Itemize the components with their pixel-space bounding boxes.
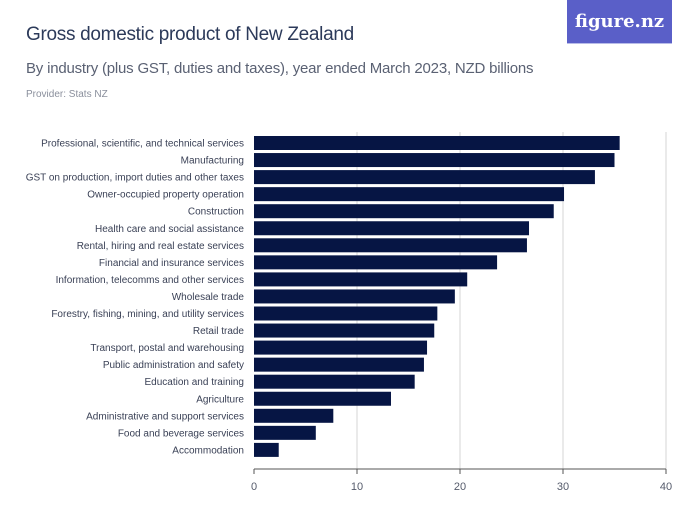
category-label: Manufacturing [181,156,244,167]
category-label: Financial and insurance services [99,258,244,269]
bar [254,255,498,270]
bar [254,136,620,150]
category-label: Professional, scientific, and technical … [41,139,244,150]
bar [254,442,279,457]
bar [254,187,565,202]
chart-title: Gross domestic product of New Zealand [26,24,354,45]
bar [254,170,595,185]
category-labels: Professional, scientific, and technical … [26,139,245,457]
bar [254,306,438,321]
category-label: GST on production, import duties and oth… [26,173,244,184]
category-label: Education and training [144,377,244,388]
x-tick-label: 40 [660,481,672,493]
category-label: Public administration and safety [103,360,244,371]
bar [254,391,391,406]
bars [254,136,620,457]
bar [254,357,424,372]
x-tick-label: 30 [557,481,569,493]
category-label: Forestry, fishing, mining, and utility s… [51,309,244,320]
category-label: Rental, hiring and real estate services [77,241,244,252]
figure-nz-logo[interactable]: figure.nz [567,0,672,43]
category-label: Transport, postal and warehousing [90,343,244,354]
provider-label: Provider: Stats NZ [26,89,108,100]
category-label: Accommodation [172,445,244,456]
x-tick-label: 10 [351,481,363,493]
category-label: Health care and social assistance [95,224,244,235]
bar [254,204,554,219]
bar [254,153,615,168]
category-label: Food and beverage services [118,428,244,439]
logo-underline [567,43,672,44]
category-label: Wholesale trade [172,292,245,303]
bar [254,272,468,287]
x-axis: 0 10 20 30 40 [251,468,672,493]
bar [254,289,455,304]
category-label: Information, telecomms and other service… [56,275,244,286]
bar [254,425,316,440]
category-label: Owner-occupied property operation [87,190,244,201]
bar [254,374,415,389]
x-tick-label: 20 [454,481,466,493]
bar [254,340,428,355]
category-label: Agriculture [196,394,244,405]
x-tick-label: 0 [251,481,257,493]
bar [254,238,527,253]
bar [254,408,334,423]
category-label: Construction [188,207,244,218]
category-label: Administrative and support services [86,411,244,422]
chart-subtitle: By industry (plus GST, duties and taxes)… [26,60,534,77]
bar [254,323,435,338]
category-label: Retail trade [193,326,245,337]
bar [254,221,530,236]
